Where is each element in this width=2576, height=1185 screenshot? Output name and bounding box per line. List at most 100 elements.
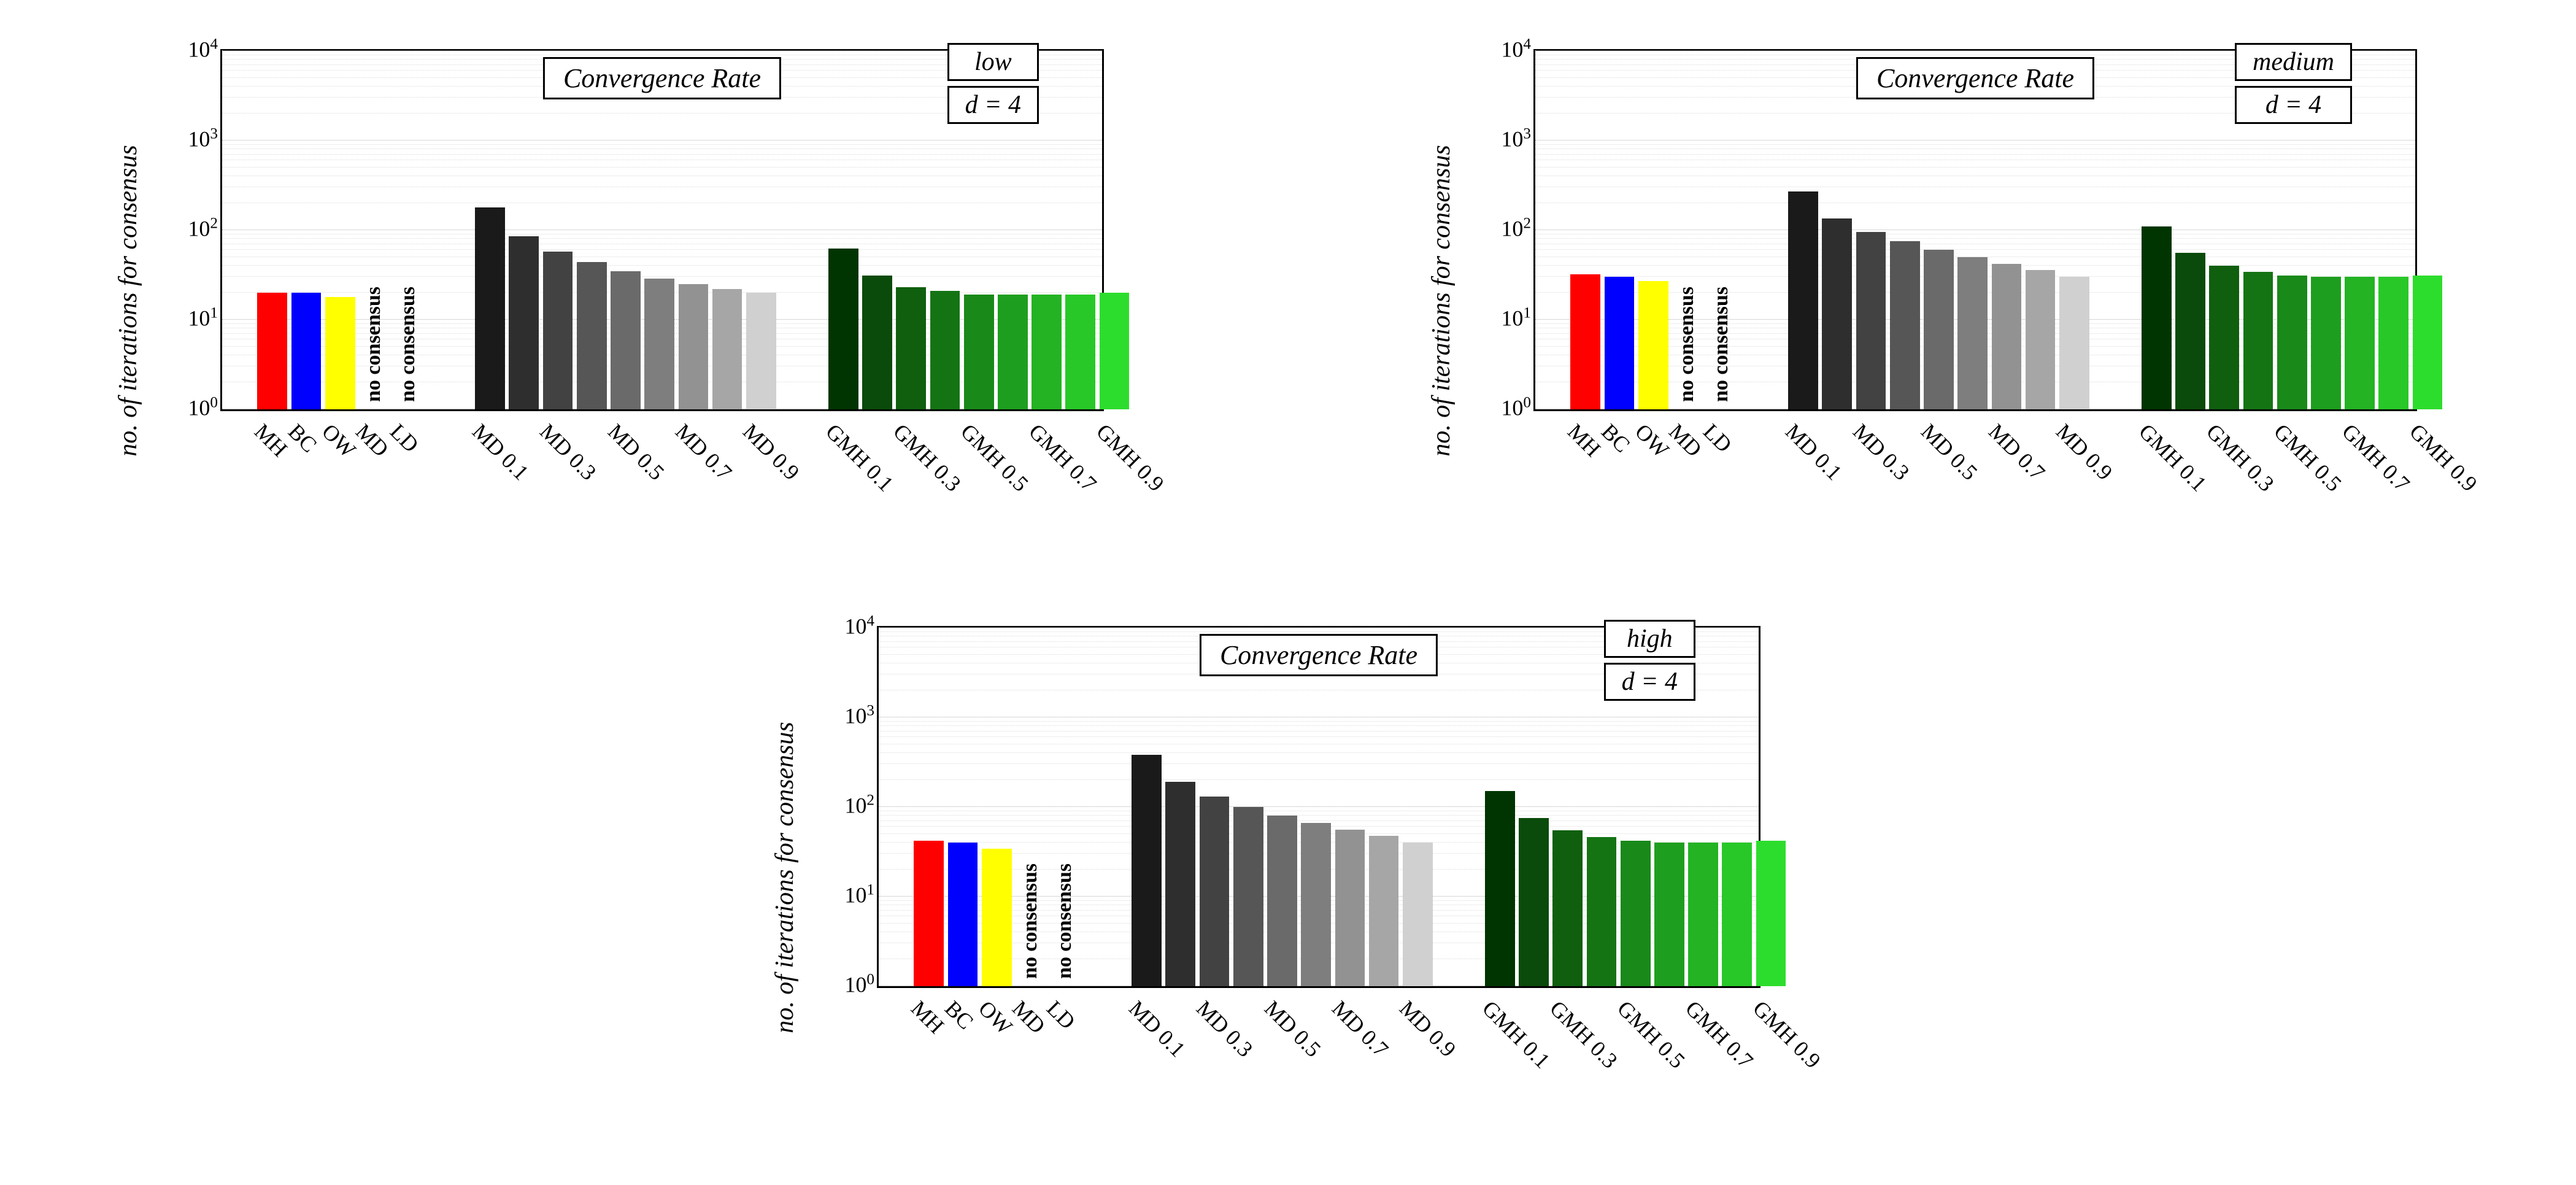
no-consensus-label: no consensus bbox=[396, 287, 420, 402]
bar-MD-0.8 bbox=[1369, 836, 1399, 986]
bar-GMH-0.7 bbox=[2345, 277, 2375, 409]
bar-GMH-0.2 bbox=[2175, 253, 2205, 409]
x-tick-label: MD 0.5 bbox=[1916, 419, 1983, 485]
bar-GMH-0.2 bbox=[862, 276, 892, 409]
bar-GMH-0.7 bbox=[1688, 843, 1718, 986]
y-axis-label: no. of iterations for consensus bbox=[770, 722, 800, 1033]
x-tick-label: GMH 0.3 bbox=[2201, 419, 2279, 496]
x-tick-label: GMH 0.1 bbox=[820, 419, 898, 496]
bar-GMH-0.6 bbox=[998, 295, 1028, 409]
bar-MD-0.9 bbox=[1403, 843, 1433, 986]
bar-MD-0.8 bbox=[2026, 270, 2056, 409]
bar-MD-0.8 bbox=[712, 289, 742, 409]
x-tick-label: MD bbox=[1008, 995, 1051, 1039]
chart-title: Convergence Rate bbox=[1200, 634, 1438, 676]
y-axis-label: no. of iterations for consensus bbox=[1427, 145, 1456, 457]
x-tick-label: GMH 0.7 bbox=[1024, 419, 1101, 496]
bar-MD-0.2 bbox=[1165, 782, 1195, 986]
bar-MD-0.2 bbox=[1822, 218, 1852, 409]
bar-GMH-0.8 bbox=[1065, 295, 1095, 409]
bar-MD-0.1 bbox=[1788, 191, 1818, 409]
y-tick-label: 103 bbox=[183, 126, 218, 152]
bar-GMH-0.4 bbox=[2243, 272, 2273, 409]
bar-MD-0.3 bbox=[543, 252, 573, 409]
bar-GMH-0.1 bbox=[1485, 791, 1515, 986]
bar-MD-0.3 bbox=[1200, 797, 1230, 986]
legend-level: medium bbox=[2235, 43, 2352, 81]
bar-MD-0.4 bbox=[577, 262, 607, 409]
y-axis-label: no. of iterations for consensus bbox=[114, 145, 143, 457]
bar-GMH-0.1 bbox=[2142, 226, 2172, 409]
bar-MD-0.7 bbox=[1335, 830, 1365, 986]
x-tick-label: LD bbox=[385, 419, 424, 458]
legend-stack: lowd = 4 bbox=[947, 43, 1039, 124]
bar-MD-0.9 bbox=[746, 293, 776, 409]
x-tick-label: MD 0.7 bbox=[1983, 419, 2050, 485]
x-tick-label: GMH 0.1 bbox=[2134, 419, 2212, 496]
x-tick-label: GMH 0.5 bbox=[956, 419, 1034, 496]
y-tick-label: 102 bbox=[1497, 215, 1531, 242]
bar-OW bbox=[982, 849, 1012, 986]
y-tick-label: 101 bbox=[1497, 305, 1531, 331]
x-tick-label: GMH 0.9 bbox=[2404, 419, 2482, 496]
x-tick-label: MD 0.1 bbox=[467, 419, 534, 485]
bar-GMH-0.3 bbox=[1552, 830, 1583, 986]
y-tick-label: 100 bbox=[840, 971, 874, 998]
bar-MD-0.1 bbox=[1132, 755, 1162, 986]
x-tick-label: GMH 0.9 bbox=[1091, 419, 1169, 496]
y-tick-label: 100 bbox=[183, 395, 218, 421]
legend-stack: medium d = 4 bbox=[2235, 43, 2352, 124]
x-tick-label: MD 0.3 bbox=[534, 419, 601, 485]
x-tick-label: GMH 0.3 bbox=[1544, 995, 1622, 1073]
x-tick-label: GMH 0.7 bbox=[1680, 995, 1758, 1073]
y-tick-label: 102 bbox=[183, 215, 218, 242]
bar-MD-0.6 bbox=[1957, 257, 1988, 409]
x-tick-label: MD 0.3 bbox=[1848, 419, 1915, 485]
x-tick-label: MD 0.5 bbox=[1259, 995, 1326, 1062]
bar-MD-0.7 bbox=[679, 284, 709, 409]
legend-level: high bbox=[1604, 620, 1695, 658]
bottom-row: no. of iterations for consensus Convergen… bbox=[0, 614, 2576, 1141]
x-tick-label: GMH 0.5 bbox=[2269, 419, 2347, 496]
bar-GMH-0.6 bbox=[2311, 277, 2341, 409]
bar-MD-0.9 bbox=[2059, 277, 2089, 409]
bar-GMH-0.8 bbox=[1722, 843, 1752, 986]
bar-MD-0.5 bbox=[1924, 250, 1954, 409]
bar-GMH-0.9 bbox=[1756, 841, 1786, 986]
bar-GMH-0.1 bbox=[828, 249, 858, 409]
top-row: no. of iterations for consensusConvergen… bbox=[0, 37, 2576, 565]
bar-MD-0.7 bbox=[1992, 264, 2022, 409]
y-tick-label: 103 bbox=[840, 703, 874, 729]
bar-MD-0.4 bbox=[1890, 241, 1920, 409]
bar-GMH-0.7 bbox=[1032, 295, 1062, 409]
grid-major bbox=[879, 806, 1759, 807]
bar-GMH-0.8 bbox=[2378, 277, 2408, 409]
y-tick-label: 101 bbox=[840, 882, 874, 908]
x-tick-label: BC bbox=[939, 995, 979, 1035]
bar-MD-0.4 bbox=[1233, 807, 1263, 986]
bar-MH bbox=[257, 293, 287, 409]
bar-MD-0.3 bbox=[1856, 232, 1886, 409]
legend-level: low bbox=[947, 43, 1039, 81]
no-consensus-label: no consensus bbox=[1053, 863, 1076, 979]
x-tick-label: MD 0.1 bbox=[1780, 419, 1847, 485]
y-tick-label: 103 bbox=[1497, 126, 1531, 152]
bar-GMH-0.6 bbox=[1654, 843, 1684, 986]
legend-d: d = 4 bbox=[2235, 86, 2352, 124]
legend-d: d = 4 bbox=[1604, 663, 1695, 701]
bar-BC bbox=[291, 293, 322, 409]
x-tick-label: MD bbox=[351, 419, 395, 462]
x-tick-label: MD 0.9 bbox=[738, 419, 805, 485]
page: no. of iterations for consensus Convergen… bbox=[0, 0, 2576, 1185]
bar-MH bbox=[1570, 274, 1600, 409]
bar-GMH-0.5 bbox=[2277, 276, 2307, 409]
x-tick-label: MD 0.7 bbox=[1327, 995, 1394, 1062]
x-tick-label: LD bbox=[1698, 419, 1737, 458]
bar-GMH-0.3 bbox=[896, 287, 926, 409]
bar-MH bbox=[914, 841, 944, 986]
x-tick-label: GMH 0.1 bbox=[1477, 995, 1555, 1073]
grid-major bbox=[1535, 140, 2415, 141]
no-consensus-label: no consensus bbox=[1675, 287, 1699, 402]
x-tick-label: GMH 0.5 bbox=[1613, 995, 1691, 1073]
x-tick-label: MD 0.7 bbox=[670, 419, 737, 485]
